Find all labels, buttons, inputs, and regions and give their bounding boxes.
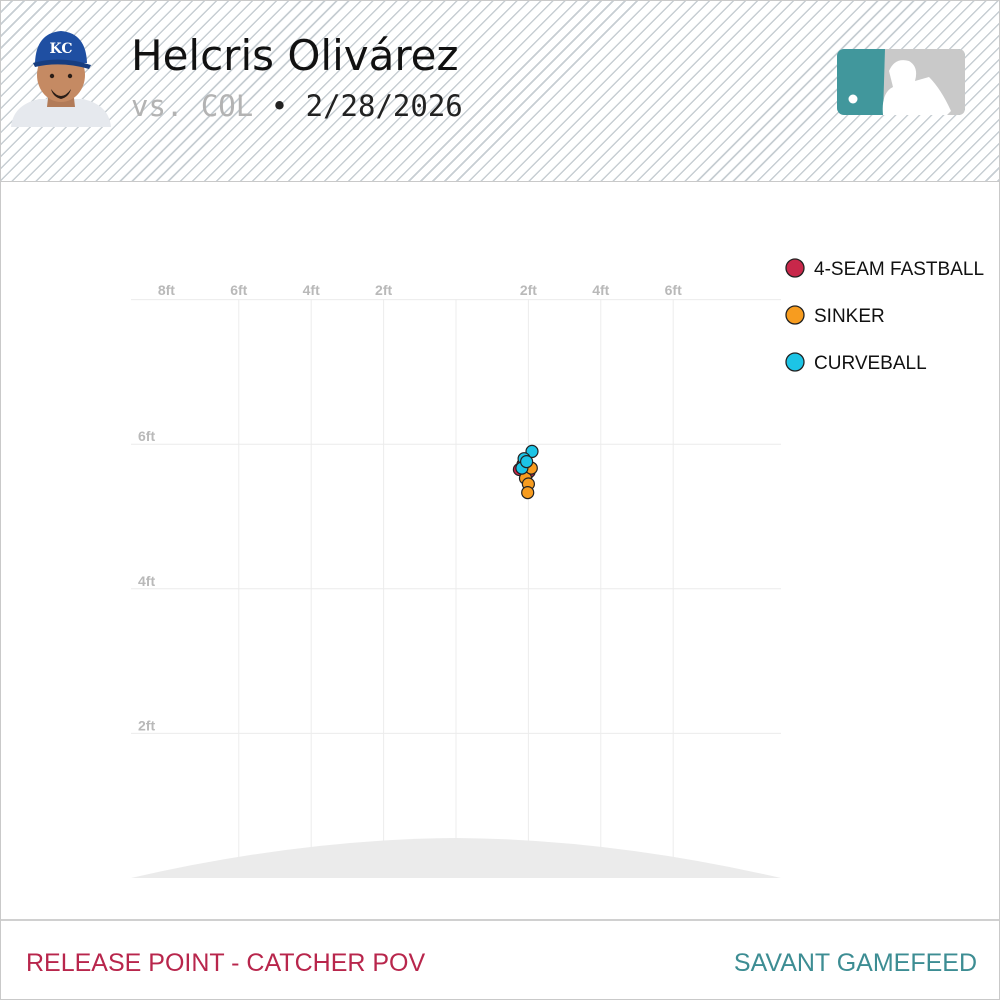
- chart-caption: RELEASE POINT - CATCHER POV: [26, 949, 426, 977]
- grid-lines: [131, 299, 781, 878]
- pitch-point[interactable]: [519, 455, 534, 469]
- legend-label: 4-SEAM FASTBALL: [814, 259, 984, 280]
- separator-dot: •: [270, 89, 289, 123]
- legend-swatch: [785, 352, 805, 372]
- y-tick-label: 6ft: [138, 428, 155, 444]
- legend-swatch: [785, 305, 805, 325]
- pitchers-mound: [131, 838, 781, 878]
- legend-label: CURVEBALL: [814, 353, 927, 374]
- x-tick-label: 2ft: [375, 282, 392, 298]
- mlb-logo-icon: [837, 49, 965, 115]
- player-headshot-icon: KC: [11, 31, 111, 127]
- y-tick-label: 2ft: [138, 717, 155, 733]
- release-point-chart: 8ft 6ft 4ft 2ft 2ft 4ft 6ft 6ft 4ft 2ft 4-SEAM FA…: [131, 258, 984, 878]
- source-label: SAVANT GAMEFEED: [733, 949, 977, 977]
- footer: RELEASE POINT - CATCHER POV SAVANT GAMEF…: [1, 919, 999, 999]
- x-tick-label: 8ft: [158, 282, 175, 298]
- svg-text:KC: KC: [50, 41, 73, 57]
- x-tick-label: 2ft: [520, 282, 537, 298]
- legend-swatch: [785, 258, 805, 278]
- legend: 4-SEAM FASTBALL SINKER CURVEBALL: [785, 258, 984, 374]
- x-tick-label: 4ft: [592, 282, 609, 298]
- game-subtitle: vs. COL • 2/28/2026: [131, 89, 463, 123]
- opponent-label: vs. COL: [131, 89, 254, 123]
- axis-tick-labels: 8ft 6ft 4ft 2ft 2ft 4ft 6ft 6ft 4ft 2ft: [138, 282, 682, 733]
- header: KC Helcris Olivárez vs. COL • 2/28/2026: [1, 1, 999, 182]
- x-tick-label: 4ft: [303, 282, 320, 298]
- y-tick-label: 4ft: [138, 573, 155, 589]
- game-date: 2/28/2026: [305, 89, 463, 123]
- legend-label: SINKER: [814, 306, 885, 327]
- pitch-point[interactable]: [521, 486, 535, 500]
- x-tick-label: 6ft: [230, 282, 247, 298]
- x-tick-label: 6ft: [665, 282, 682, 298]
- page-title: Helcris Olivárez: [131, 31, 459, 80]
- pitch-points: [512, 444, 539, 500]
